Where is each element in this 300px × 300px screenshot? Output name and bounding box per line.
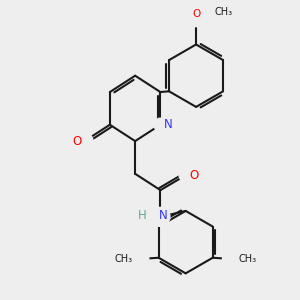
- Circle shape: [154, 118, 167, 131]
- Text: CH₃: CH₃: [115, 254, 133, 264]
- Text: CH₃: CH₃: [214, 7, 232, 17]
- Text: N: N: [159, 209, 168, 222]
- Text: H: H: [138, 209, 147, 222]
- Circle shape: [76, 133, 93, 149]
- Text: O: O: [189, 169, 199, 182]
- Text: O: O: [72, 135, 82, 148]
- Text: N: N: [164, 118, 173, 131]
- Circle shape: [190, 15, 202, 27]
- Circle shape: [179, 169, 192, 182]
- Text: CH₃: CH₃: [238, 254, 257, 264]
- Text: O: O: [192, 9, 200, 19]
- Circle shape: [151, 207, 170, 226]
- Circle shape: [200, 1, 222, 23]
- Circle shape: [124, 247, 149, 272]
- Circle shape: [223, 247, 247, 272]
